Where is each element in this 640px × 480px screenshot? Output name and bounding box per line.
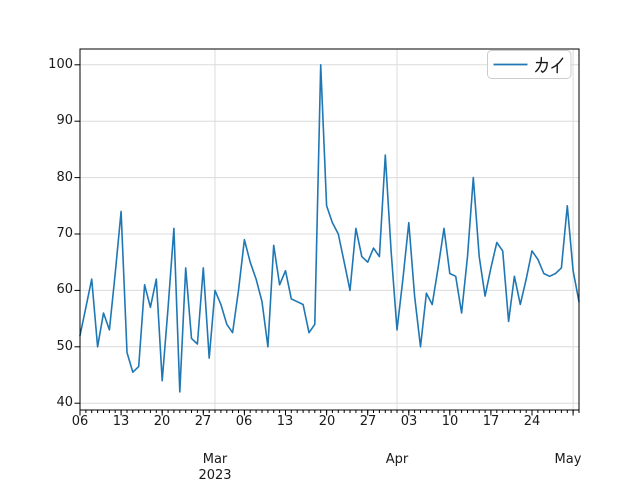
plot-frame	[79, 48, 580, 411]
grid-layer	[80, 49, 579, 410]
legend-box	[487, 50, 572, 79]
series-line	[79, 64, 580, 393]
katakana-ka-stroke-2	[535, 56, 543, 73]
katakana-ka-stroke-1	[535, 61, 548, 73]
tick-layer	[74, 64, 580, 416]
legend	[487, 50, 572, 79]
legend-label-kai-glyph	[535, 56, 564, 74]
